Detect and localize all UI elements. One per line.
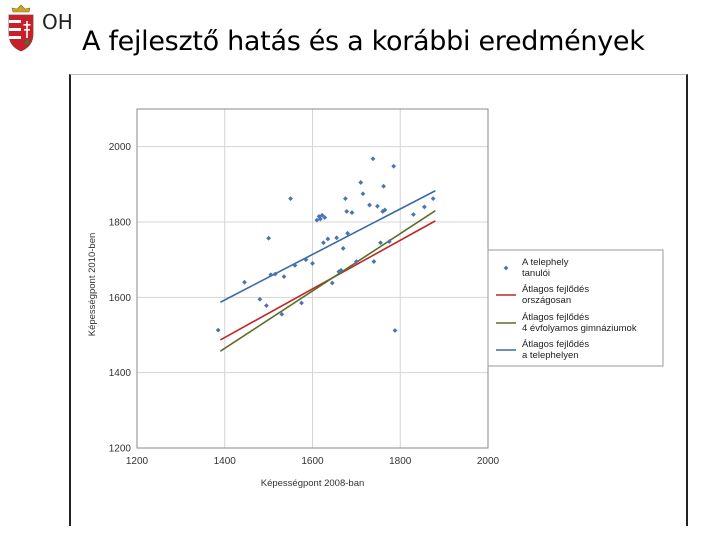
x-tick-label: 1800 xyxy=(389,456,412,467)
data-point xyxy=(391,163,397,169)
legend-label: A telephely xyxy=(522,257,569,268)
data-point xyxy=(272,271,278,277)
data-point xyxy=(338,267,344,273)
data-point xyxy=(299,300,304,306)
legend-marker xyxy=(503,265,509,271)
grid-lines xyxy=(136,109,489,449)
x-tick-label: 1600 xyxy=(301,456,324,467)
legend-label: országosan xyxy=(522,295,571,306)
slide-title: A fejlesztő hatás és a korábbi eredménye… xyxy=(82,26,645,57)
legend-box xyxy=(487,249,664,367)
data-point xyxy=(349,210,355,215)
data-point xyxy=(358,180,364,185)
trend-line-2 xyxy=(219,210,436,352)
trend-lines xyxy=(219,190,436,352)
scatter-chart: 1200 1400 1600 1800 2000 1200 1400 1600 1800 200… xyxy=(87,108,664,489)
y-tick-labels: 1200 1400 1600 1800 2000 xyxy=(109,142,132,454)
data-point xyxy=(430,196,436,202)
legend-label: Átlagos fejlődés xyxy=(522,312,589,323)
data-point xyxy=(375,203,380,209)
data-point xyxy=(370,156,376,162)
legend-label: 4 évfolyamos gimnáziumok xyxy=(522,323,637,334)
data-point xyxy=(303,257,309,263)
data-point xyxy=(392,328,398,333)
y-tick-label: 1200 xyxy=(109,444,132,455)
y-tick-label: 1600 xyxy=(109,293,132,304)
coat-of-arms-logo xyxy=(8,4,34,52)
x-tick-label: 1200 xyxy=(126,456,149,467)
x-tick-label: 2000 xyxy=(477,456,500,467)
legend-label: Átlagos fejlődés xyxy=(522,284,589,295)
data-point xyxy=(322,215,328,220)
trend-line-3 xyxy=(219,190,436,303)
data-point xyxy=(319,212,325,218)
data-point xyxy=(344,209,350,214)
data-point xyxy=(257,296,263,302)
data-point xyxy=(381,183,386,189)
data-point xyxy=(378,240,383,246)
x-tick-label: 1400 xyxy=(214,456,237,467)
data-point xyxy=(386,239,392,244)
data-point xyxy=(329,280,335,286)
y-tick-label: 1400 xyxy=(109,368,132,379)
x-axis-label: Képességpont 2008-ban xyxy=(261,478,365,489)
legend-label: tanulói xyxy=(522,268,550,279)
data-point xyxy=(411,212,416,217)
chart-frame: 1200 1400 1600 1800 2000 1200 1400 1600 1800 200… xyxy=(69,74,688,526)
logo-text: OH xyxy=(42,10,73,34)
data-point xyxy=(340,245,346,251)
legend-label: a telephelyen xyxy=(522,350,579,361)
data-point xyxy=(334,235,340,241)
data-point xyxy=(292,262,298,268)
data-point xyxy=(310,261,315,266)
y-axis-label: Képességpont 2010-ben xyxy=(87,233,98,337)
data-point xyxy=(242,279,247,285)
data-point xyxy=(353,259,359,264)
data-point xyxy=(371,259,377,264)
y-tick-label: 2000 xyxy=(109,142,132,153)
data-point xyxy=(281,274,287,280)
data-point xyxy=(317,216,323,222)
data-point xyxy=(279,311,285,317)
y-tick-label: 1800 xyxy=(109,218,132,229)
data-point xyxy=(268,272,274,278)
data-point xyxy=(325,236,331,242)
data-point xyxy=(382,207,388,213)
data-point xyxy=(264,303,269,309)
data-point xyxy=(367,202,372,208)
data-point xyxy=(421,204,427,210)
data-point xyxy=(360,191,366,197)
x-tick-labels: 1200 1400 1600 1800 2000 xyxy=(126,456,500,467)
legend-label: Átlagos fejlődés xyxy=(522,339,589,350)
data-point xyxy=(343,196,348,202)
data-point xyxy=(345,230,350,236)
